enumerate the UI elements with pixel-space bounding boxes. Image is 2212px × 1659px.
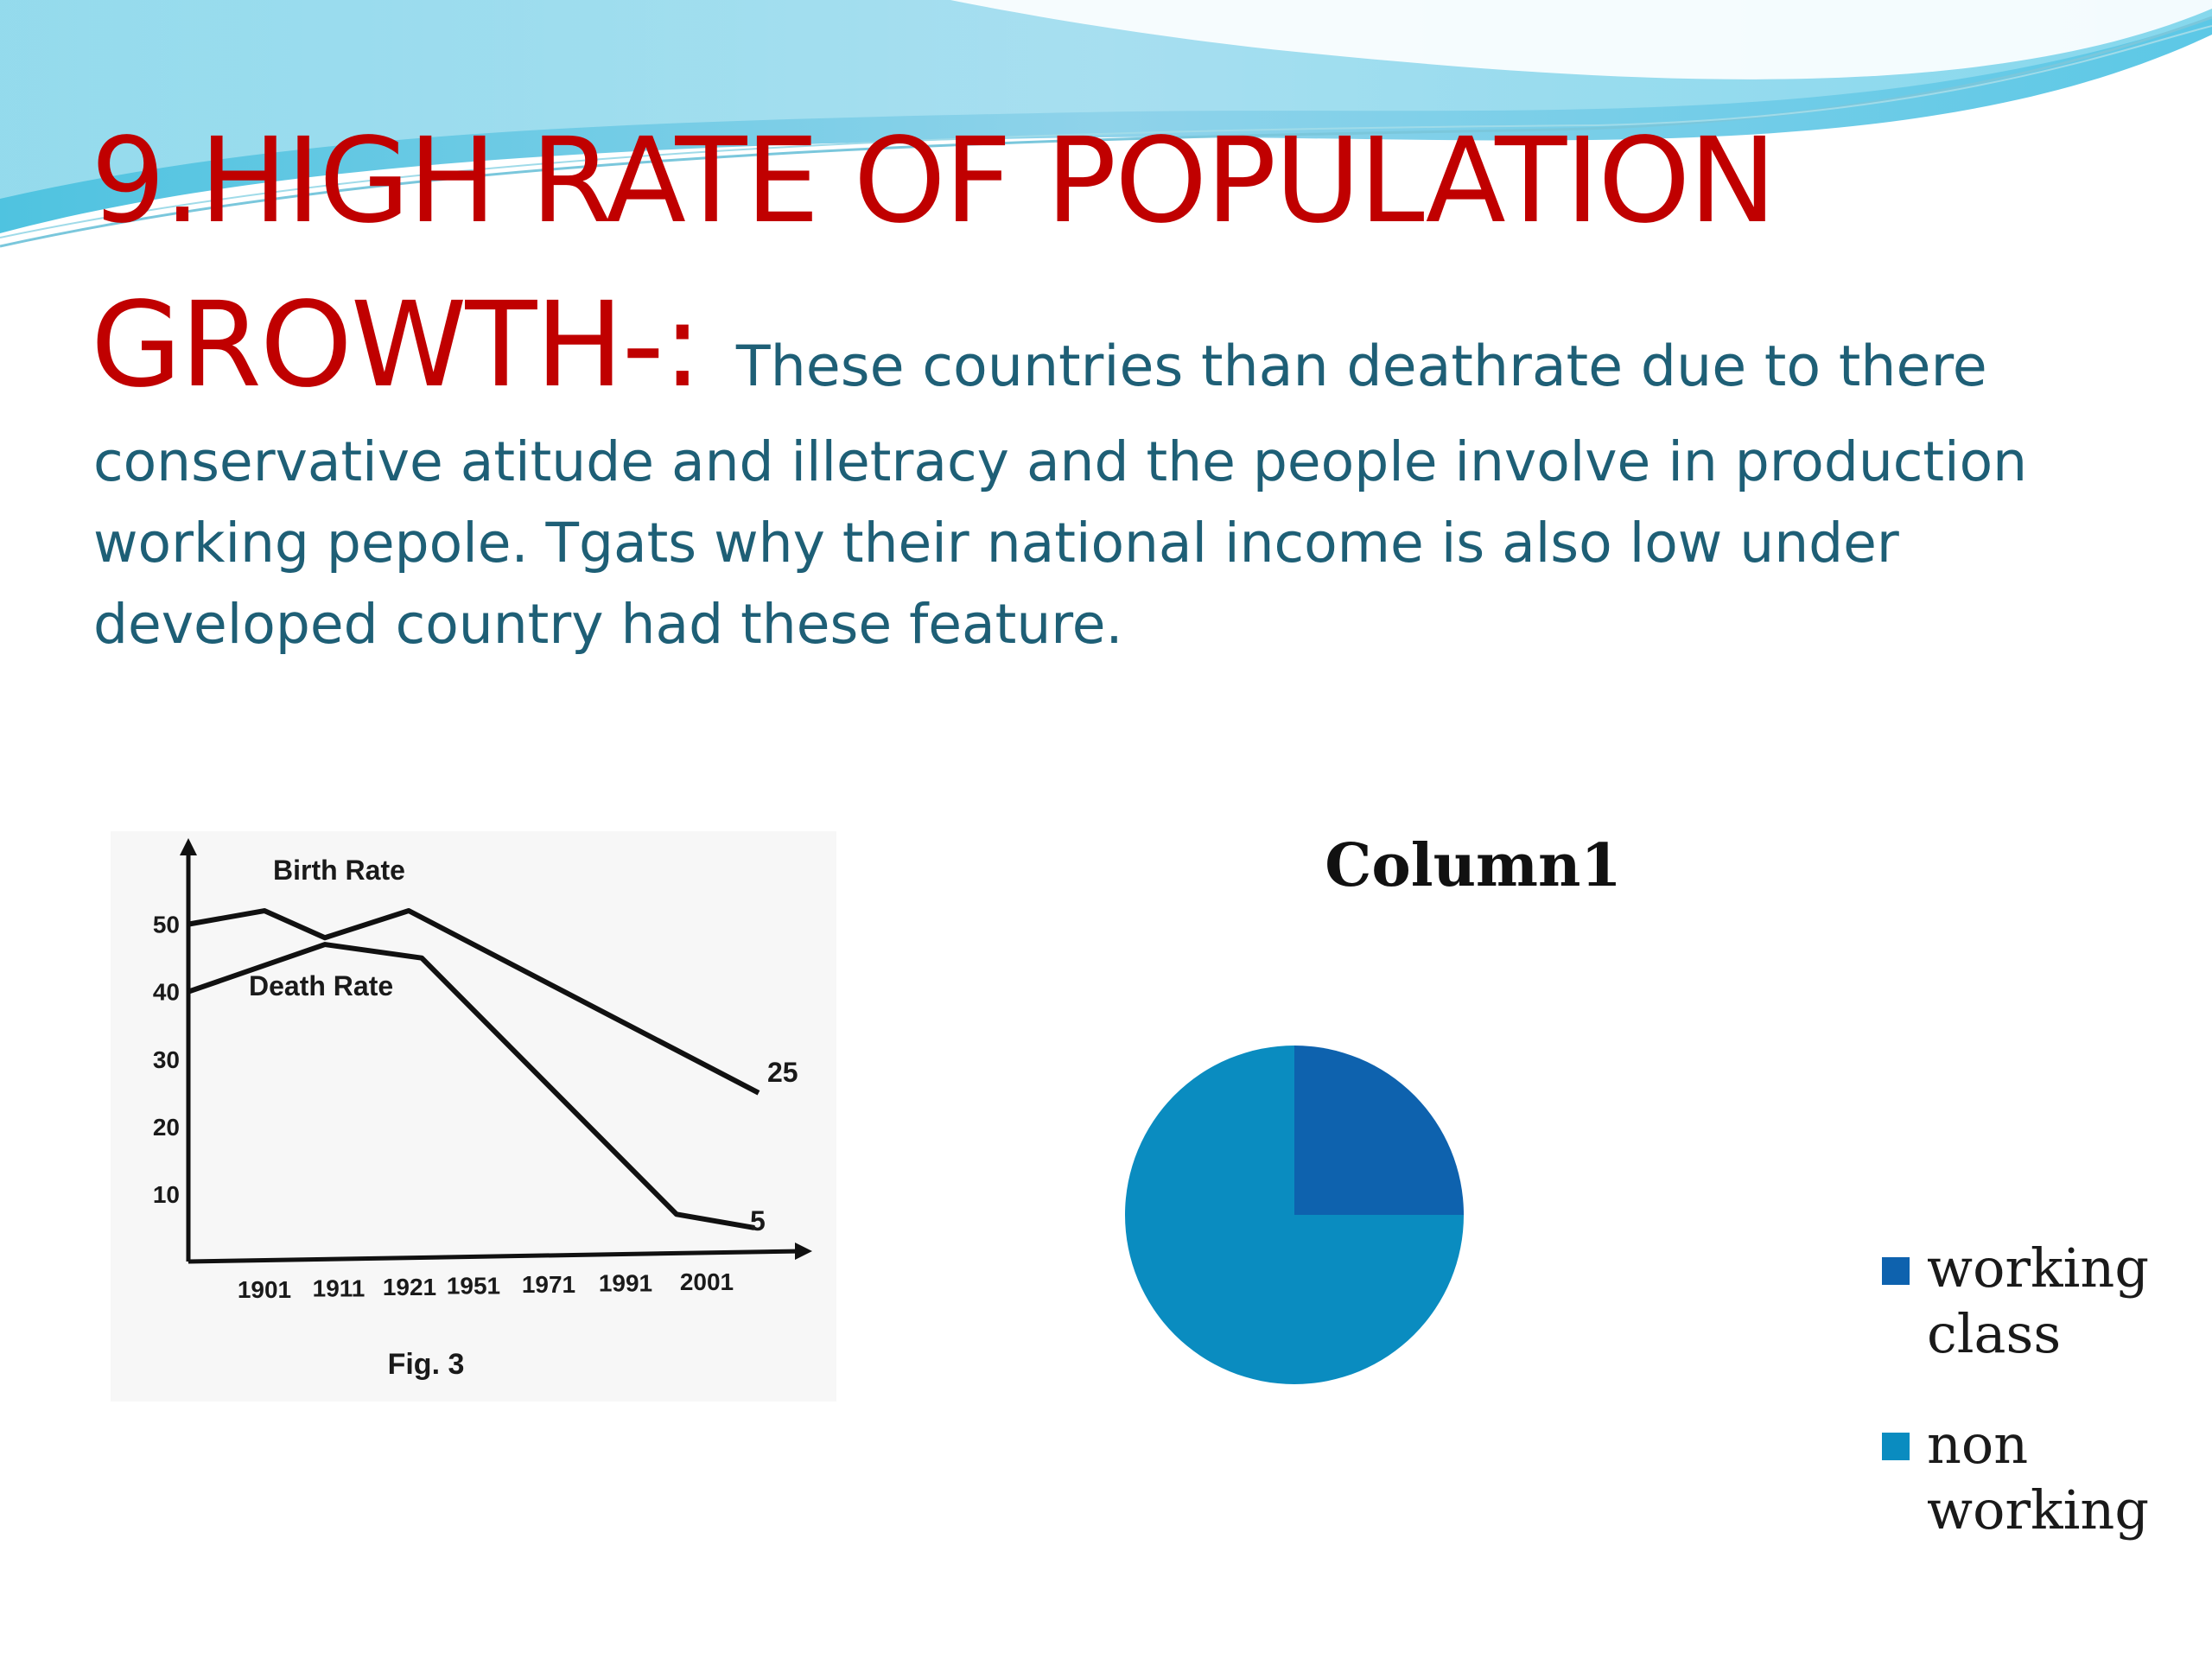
y-tick-label: 20 (153, 1114, 180, 1141)
x-tick-label: 1911 (313, 1275, 365, 1302)
x-tick-label: 1991 (599, 1270, 652, 1297)
y-tick-label: 30 (153, 1046, 180, 1073)
wave-line-1 (0, 16, 2212, 248)
birth-rate-line (188, 908, 760, 1096)
y-tick-label: 50 (153, 912, 180, 938)
x-axis (188, 1249, 803, 1264)
death-end-label: 5 (750, 1205, 766, 1236)
body-text-inline: These countries than deathrate due to th… (735, 334, 1987, 399)
pie-chart-title: Column1 (1325, 831, 1622, 900)
figure-birth-death-rate: 10 20 30 40 50 1901 1911 1921 1951 1971 1991 2001 … (111, 831, 836, 1402)
pie-slice-non-working (1125, 1046, 1464, 1384)
x-tick-label: 1971 (522, 1271, 575, 1298)
birth-end-label: 25 (767, 1057, 798, 1088)
y-axis-arrow (180, 838, 197, 855)
x-tick-label: 2001 (680, 1268, 734, 1295)
pie-slice-working-class (1294, 1046, 1464, 1215)
legend-swatch-non-working (1882, 1433, 1910, 1460)
birth-rate-label: Birth Rate (273, 855, 405, 886)
y-tick-label: 10 (153, 1181, 180, 1208)
body-line-2: working pepole. Tgats why their national… (93, 512, 1899, 575)
legend-swatch-working-class (1882, 1257, 1910, 1285)
body-line-1: conservative atitude and illetracy and t… (93, 430, 2028, 493)
x-tick-label: 1901 (238, 1276, 291, 1303)
x-tick-label: 1921 (383, 1274, 436, 1300)
wave-white (950, 0, 2212, 79)
wave-line-2 (0, 25, 2212, 238)
death-rate-line (188, 942, 755, 1230)
death-rate-label: Death Rate (249, 970, 393, 1001)
body-paragraph: conservative atitude and illetracy and t… (93, 422, 2167, 665)
decorative-wave-banner (0, 0, 2212, 248)
title-line-2: GROWTH-: These countries than deathrate … (91, 264, 2164, 449)
x-axis-arrow (795, 1243, 812, 1260)
slide-title: 9.HIGH RATE OF POPULATION GROWTH-: These… (91, 99, 2164, 449)
legend-label-non-working: non working (1927, 1413, 2150, 1541)
title-line-1: 9.HIGH RATE OF POPULATION (91, 113, 1777, 250)
y-tick-label: 40 (153, 979, 180, 1006)
x-tick-label: 1951 (447, 1273, 500, 1300)
figure-caption: Fig. 3 (388, 1348, 465, 1381)
legend-label-working-class: working class (1927, 1236, 2150, 1365)
body-line-3: developed country had these feature. (93, 593, 1123, 656)
title-growth: GROWTH-: (91, 277, 702, 414)
